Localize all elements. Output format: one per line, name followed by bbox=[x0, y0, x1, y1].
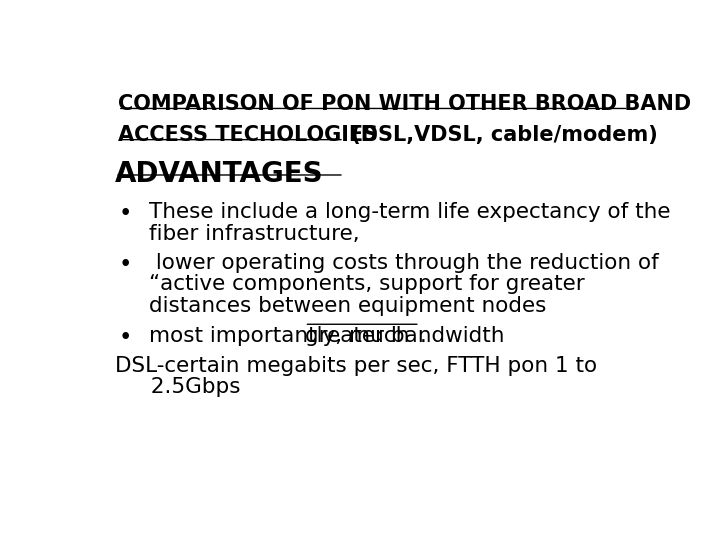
Text: (DSL,VDSL, cable/modem): (DSL,VDSL, cable/modem) bbox=[344, 125, 657, 145]
Text: lower operating costs through the reduction of: lower operating costs through the reduct… bbox=[148, 253, 658, 273]
Text: DSL-certain megabits per sec, FTTH pon 1 to: DSL-certain megabits per sec, FTTH pon 1… bbox=[115, 356, 597, 376]
Text: These include a long-term life expectancy of the: These include a long-term life expectanc… bbox=[148, 202, 670, 222]
Text: •: • bbox=[119, 253, 132, 276]
Text: ADVANTAGES: ADVANTAGES bbox=[115, 160, 324, 188]
Text: fiber infrastructure,: fiber infrastructure, bbox=[148, 224, 359, 244]
Text: COMPARISON OF PON WITH OTHER BROAD BAND: COMPARISON OF PON WITH OTHER BROAD BAND bbox=[118, 94, 691, 114]
Text: ACCESS TECHOLOGIES: ACCESS TECHOLOGIES bbox=[118, 125, 378, 145]
Text: •: • bbox=[119, 202, 132, 225]
Text: most importantly, much: most importantly, much bbox=[148, 326, 416, 346]
Text: 2.5Gbps: 2.5Gbps bbox=[138, 377, 241, 397]
Text: distances between equipment nodes: distances between equipment nodes bbox=[148, 296, 546, 316]
Text: “active components, support for greater: “active components, support for greater bbox=[148, 274, 585, 294]
Text: greater bandwidth: greater bandwidth bbox=[305, 326, 504, 346]
Text: .: . bbox=[420, 326, 427, 346]
Text: •: • bbox=[119, 326, 132, 349]
